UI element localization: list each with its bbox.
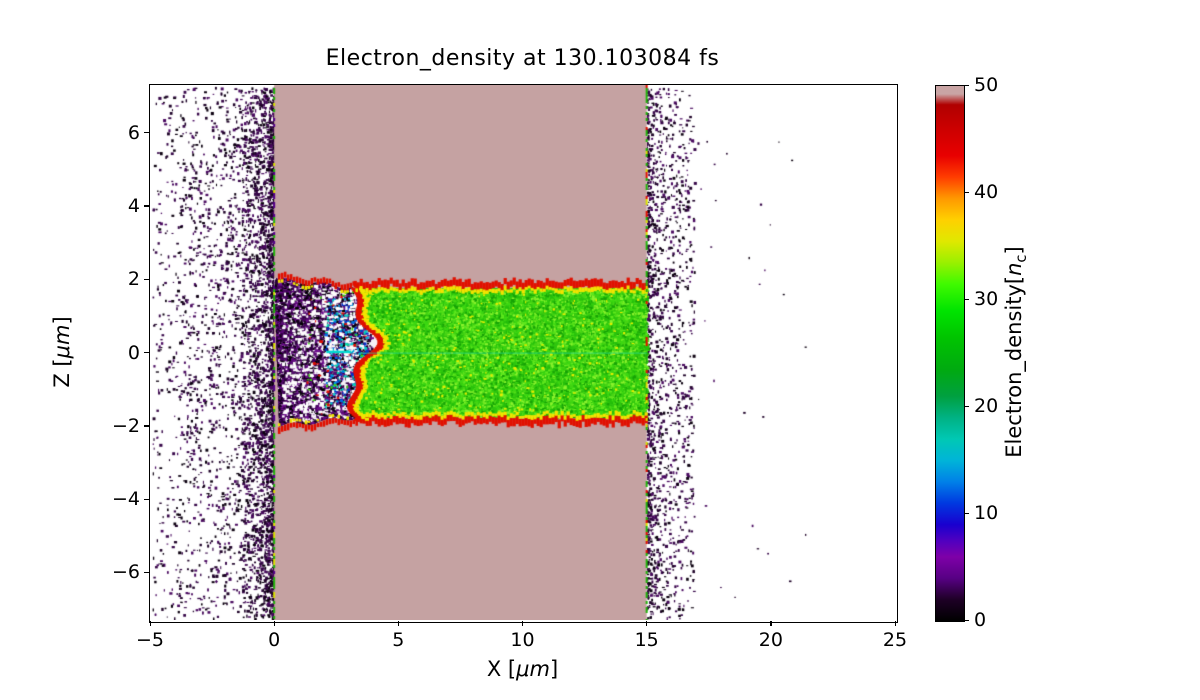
x-axis-label-unit: μm — [516, 657, 550, 681]
x-tick-mark — [149, 621, 151, 626]
y-tick-mark — [144, 352, 149, 354]
colorbar-tick-label: 50 — [974, 74, 999, 96]
chart-title: Electron_density at 130.103084 fs — [325, 46, 720, 71]
colorbar-label-sub: c — [1013, 254, 1031, 263]
y-tick-label: −6 — [111, 561, 140, 584]
x-tick-label: 20 — [758, 629, 783, 651]
y-axis-label: Z [μm] — [50, 316, 74, 387]
x-tick-label: 25 — [882, 629, 908, 651]
y-tick-mark — [144, 571, 149, 574]
y-tick-mark — [144, 278, 149, 280]
x-tick-mark — [522, 621, 524, 626]
colorbar-label-var: n — [1001, 262, 1026, 276]
x-tick-label: 15 — [634, 629, 659, 651]
x-tick-label: 0 — [268, 629, 281, 651]
y-tick-label: 6 — [127, 121, 140, 144]
y-axis-label-prefix: Z [ — [50, 358, 74, 388]
y-tick-label: −2 — [111, 414, 140, 437]
y-tick-mark — [144, 205, 149, 207]
y-tick-label: −4 — [111, 488, 140, 511]
colorbar-tick-label: 0 — [974, 609, 987, 631]
x-tick-label: 10 — [510, 629, 535, 651]
y-axis-label-suffix: ] — [50, 316, 74, 325]
x-axis-label: X [μm] — [150, 657, 895, 681]
y-tick-label: 2 — [127, 268, 140, 291]
colorbar-tick-label: 10 — [974, 502, 999, 524]
x-tick-mark — [894, 621, 896, 626]
y-tick-mark — [144, 425, 149, 427]
x-axis-label-prefix: X [ — [486, 657, 517, 681]
x-tick-label: 5 — [392, 629, 405, 651]
y-tick-label: 4 — [127, 194, 140, 217]
x-tick-label: −5 — [135, 629, 165, 651]
x-tick-mark — [273, 621, 275, 626]
y-tick-label: 0 — [127, 341, 140, 364]
colorbar-label-prefix: Electron_density[ — [1001, 275, 1026, 458]
heatmap-canvas — [150, 85, 895, 620]
colorbar-tick-label: 20 — [974, 395, 999, 417]
y-tick-mark — [144, 132, 149, 134]
colorbar-label: Electron_density[nc] — [1002, 246, 1030, 457]
colorbar-tick-label: 40 — [974, 181, 999, 203]
x-tick-mark — [397, 621, 400, 626]
colorbar-label-suffix: ] — [1001, 246, 1026, 255]
y-tick-mark — [144, 498, 149, 500]
colorbar-tick-label: 30 — [974, 288, 999, 310]
x-tick-mark — [646, 621, 648, 626]
y-axis-label-unit: μm — [50, 324, 74, 359]
x-tick-mark — [770, 621, 772, 626]
colorbar-gradient — [935, 85, 965, 622]
x-axis-label-suffix: ] — [549, 657, 559, 681]
